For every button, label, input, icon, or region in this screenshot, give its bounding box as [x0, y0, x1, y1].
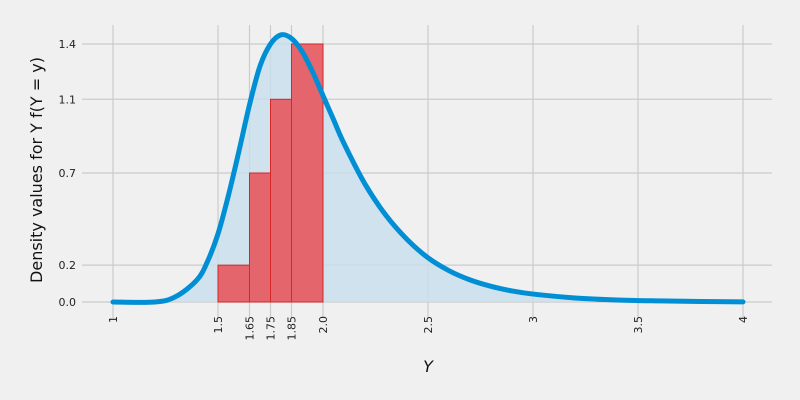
- x-tick-labels: 1 1.5 1.65 1.75 1.85 2.0 2.5 3 3.5 4: [107, 316, 750, 341]
- x-tick-label: 1.5: [212, 316, 225, 334]
- bar-0: [217, 264, 250, 303]
- x-tick-label: 4: [737, 316, 750, 323]
- y-tick-label: 0.0: [59, 296, 77, 309]
- x-tick-label: 1.75: [265, 316, 278, 341]
- x-tick-label: 2.0: [317, 316, 330, 334]
- y-tick-label: 0.7: [59, 167, 77, 180]
- x-tick-label: 2.5: [422, 316, 435, 334]
- bar-1: [249, 172, 271, 303]
- y-axis-title: Density values for Y f(Y = y): [27, 57, 46, 283]
- bar-2: [270, 98, 292, 303]
- y-tick-label: 1.1: [59, 93, 77, 106]
- probability-bars: [217, 43, 324, 303]
- x-tick-label: 1: [107, 316, 120, 323]
- x-tick-label: 1.65: [244, 316, 257, 341]
- density-curve: [110, 32, 746, 305]
- y-tick-labels: 0.0 0.2 0.7 1.1 1.4: [59, 38, 77, 309]
- x-tick-label: 1.85: [286, 316, 299, 341]
- x-axis-title: Y: [423, 357, 434, 376]
- y-tick-label: 1.4: [59, 38, 77, 51]
- x-tick-label: 3: [527, 316, 540, 323]
- x-tick-label: 3.5: [632, 316, 645, 334]
- y-tick-label: 0.2: [59, 259, 77, 272]
